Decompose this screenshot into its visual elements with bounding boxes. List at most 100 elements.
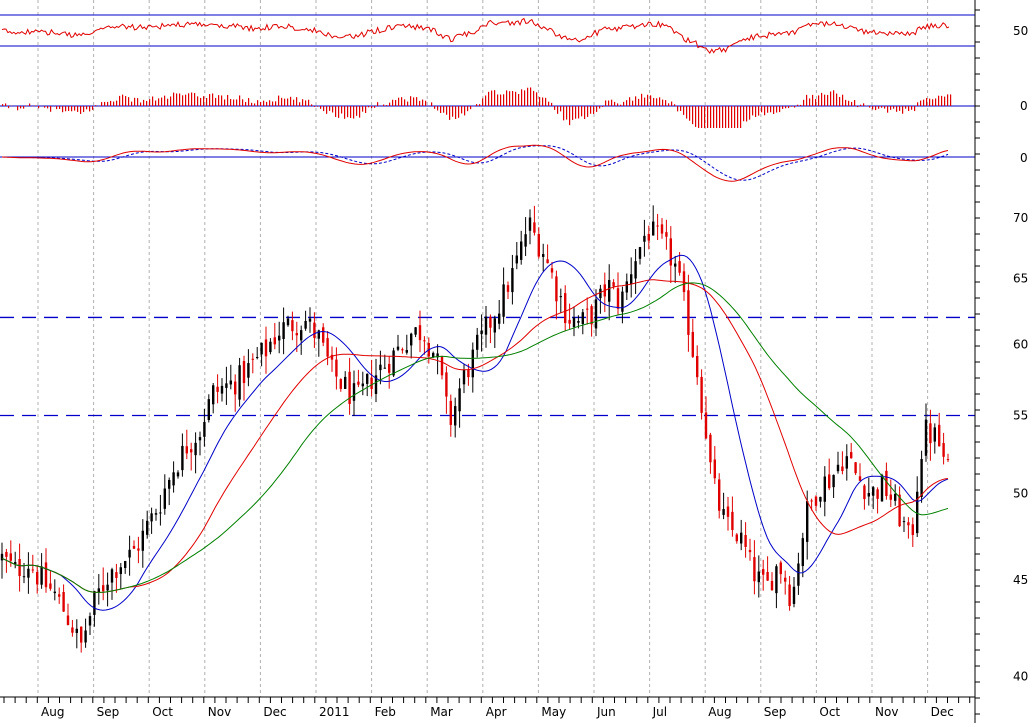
candle-down — [678, 261, 680, 273]
osc2-bar — [725, 106, 726, 128]
osc2-bar — [122, 95, 123, 106]
osc2-bar — [530, 87, 531, 106]
x-tick-label: Sep — [97, 705, 120, 719]
osc2-bar — [596, 106, 597, 112]
candle-up — [146, 521, 148, 535]
osc2-bar — [386, 105, 387, 106]
osc2-bar — [278, 96, 279, 106]
candle-up — [155, 513, 157, 515]
candle-down — [938, 425, 940, 446]
osc2-bar — [599, 106, 600, 109]
osc2-bar — [875, 106, 876, 110]
osc2-bar — [587, 106, 588, 117]
candle-down — [617, 288, 619, 309]
candle-up — [111, 569, 113, 582]
osc2-bar — [176, 93, 177, 106]
osc2-bar — [146, 101, 147, 106]
osc2-bar — [806, 95, 807, 106]
candle-down — [388, 364, 390, 373]
candle-down — [687, 290, 689, 335]
candle-down — [784, 578, 786, 582]
osc2-bar — [65, 106, 66, 111]
candle-down — [700, 377, 702, 413]
osc2-bar — [698, 106, 699, 128]
osc2-bar — [665, 100, 666, 106]
osc2-bar — [617, 103, 618, 106]
candle-down — [5, 552, 7, 557]
osc2-bar — [134, 98, 135, 106]
candle-down — [335, 360, 337, 377]
x-tick-label: Feb — [375, 705, 396, 719]
x-tick-label: Dec — [931, 705, 954, 719]
osc2-bar — [338, 106, 339, 118]
osc2-bar — [812, 95, 813, 106]
candle-down — [850, 452, 852, 458]
osc2-bar — [101, 102, 102, 106]
osc2-bar — [647, 95, 648, 106]
candle-down — [274, 337, 276, 344]
candle-down — [216, 387, 218, 392]
candle-up — [524, 234, 526, 246]
osc2-bar — [347, 106, 348, 117]
candle-up — [159, 512, 161, 513]
osc2-bar — [671, 102, 672, 106]
candle-down — [912, 524, 914, 535]
candle-down — [564, 293, 566, 323]
x-tick-label: Mar — [430, 705, 453, 719]
candle-down — [648, 234, 650, 241]
osc2-bar — [389, 103, 390, 106]
osc2-bar — [20, 106, 21, 108]
candle-down — [863, 486, 865, 500]
candle-up — [221, 386, 223, 394]
candle-down — [714, 460, 716, 479]
osc2-bar — [497, 94, 498, 106]
osc2-bar — [44, 106, 45, 108]
candle-up — [260, 343, 262, 354]
candle-down — [445, 372, 447, 396]
osc2-bar — [425, 101, 426, 106]
osc2-bar — [842, 95, 843, 106]
osc2-bar — [158, 98, 159, 106]
x-tick-label: Sep — [764, 705, 787, 719]
osc2-bar — [443, 106, 444, 113]
candle-down — [62, 592, 64, 612]
osc2-bar — [353, 106, 354, 119]
osc2-bar — [107, 102, 108, 106]
candle-down — [71, 627, 73, 632]
osc2-bar — [674, 104, 675, 106]
candle-up — [106, 585, 108, 591]
osc2-bar — [392, 100, 393, 106]
osc2-bar — [746, 106, 747, 121]
osc2-bar — [899, 106, 900, 111]
candle-up — [494, 318, 496, 332]
candle-up — [722, 509, 724, 515]
candle-down — [749, 550, 751, 552]
candle-down — [612, 282, 614, 286]
osc2-bar — [47, 106, 48, 108]
candle-up — [40, 566, 42, 584]
candle-up — [472, 350, 474, 378]
osc2-bar — [788, 106, 789, 108]
osc2-bar — [827, 95, 828, 106]
osc2-bar — [905, 106, 906, 109]
osc2-bar — [809, 98, 810, 106]
candle-up — [626, 281, 628, 292]
osc2-bar — [344, 106, 345, 119]
osc2-bar — [455, 106, 456, 119]
osc2-bar — [236, 99, 237, 106]
candle-down — [815, 497, 817, 506]
y-tick-label: 70 — [1013, 211, 1028, 225]
osc2-bar — [557, 106, 558, 114]
osc2-bar — [5, 103, 6, 106]
osc2-bar — [59, 106, 60, 109]
candle-up — [740, 533, 742, 544]
osc2-bar — [470, 106, 471, 109]
candle-down — [753, 557, 755, 581]
candle-up — [520, 241, 522, 259]
candle-up — [225, 383, 227, 388]
candle-down — [32, 569, 34, 570]
osc2-bar — [518, 94, 519, 106]
osc2-bar — [752, 106, 753, 115]
osc2-bar — [461, 106, 462, 113]
osc2-bar — [722, 106, 723, 128]
